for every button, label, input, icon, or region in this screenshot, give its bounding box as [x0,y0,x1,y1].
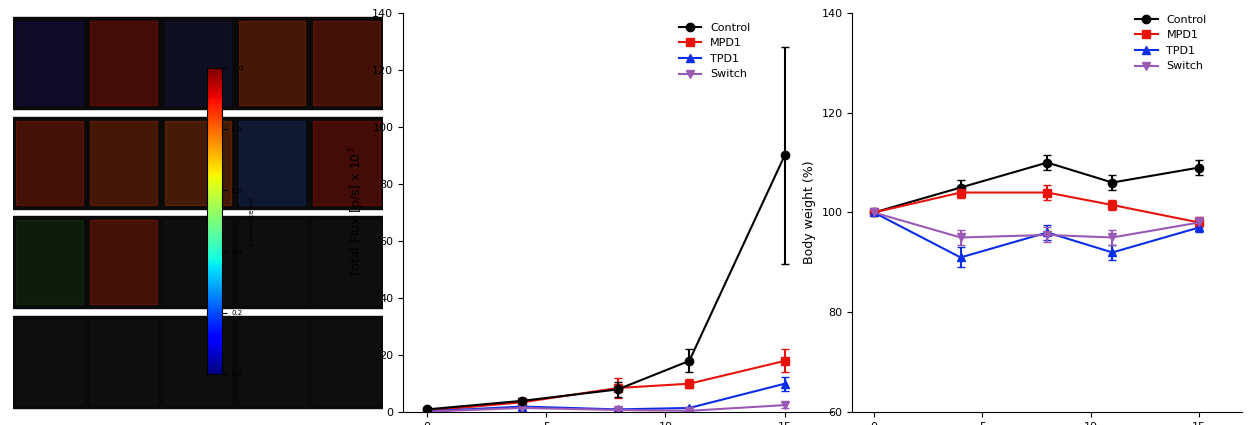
Y-axis label: Luminescence: Luminescence [248,196,255,246]
Bar [164,21,231,105]
Bar [238,221,305,304]
Bar [13,316,383,408]
Bar [238,320,305,404]
Legend: Control, MPD1, TPD1, Switch: Control, MPD1, TPD1, Switch [675,18,756,84]
Bar [90,121,157,204]
Y-axis label: Total Flux [p/s] x 10$^7$: Total Flux [p/s] x 10$^7$ [348,147,366,278]
Bar [312,21,379,105]
Bar [16,21,83,105]
Bar [90,320,157,404]
Bar [312,121,379,204]
Bar [13,116,383,209]
Bar [238,121,305,204]
Bar [164,320,231,404]
Bar [90,21,157,105]
Bar [16,320,83,404]
Bar [13,17,383,109]
Bar [312,221,379,304]
Bar [312,320,379,404]
Bar [16,221,83,304]
Bar [13,216,383,309]
Bar [238,21,305,105]
Bar [90,221,157,304]
Bar [164,121,231,204]
Bar [164,221,231,304]
Bar [16,121,83,204]
Y-axis label: Body weight (%): Body weight (%) [803,161,816,264]
Legend: Control, MPD1, TPD1, Switch: Control, MPD1, TPD1, Switch [1131,10,1211,76]
